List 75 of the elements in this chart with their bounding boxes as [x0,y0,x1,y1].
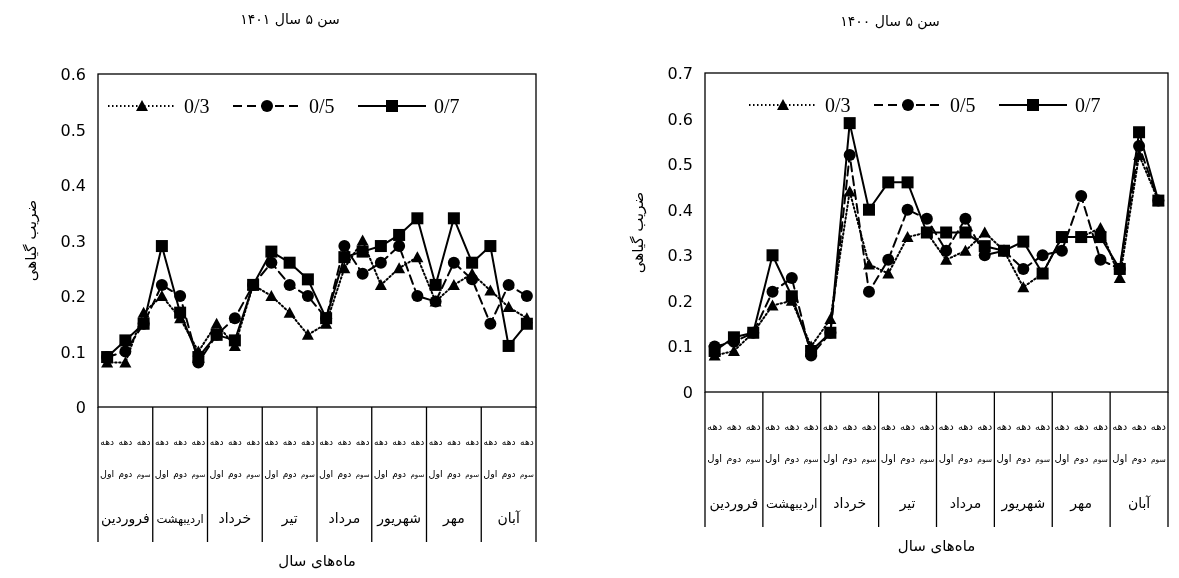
y-tick-label: 0.1 [667,337,693,357]
y-tick-label: 0.1 [60,342,86,362]
category-label: دهه دوم [173,437,188,479]
legend-label: 0/3 [184,95,210,117]
category-label: دهه دوم [446,437,461,479]
category-label: دهه دوم [784,421,800,464]
y-tick-label: 0.6 [667,109,693,129]
legend-label: 0/7 [1075,94,1101,116]
category-label: دهه اول [319,437,334,479]
y-tick-label: 0.5 [667,155,693,175]
y-tick-label: 0.7 [667,64,693,83]
category-label: دهه دوم [1131,421,1147,464]
legend-label: 0/5 [309,95,335,117]
category-label: دهه اول [264,437,279,479]
legend-label: 0/7 [434,95,460,117]
text: آبان [1127,495,1152,511]
category-label: دهه دوم [726,421,742,464]
category-label: دهه دوم [227,437,242,479]
y-tick-label: 0.2 [667,291,693,311]
chart-title: سن ۵ سال ۱۴۰۰ [840,13,940,30]
y-tick-label: 0 [75,398,86,417]
text: مرداد [328,510,361,527]
category-label: دهه اول [209,437,224,479]
y-axis-title: ضریب گیاهی [629,191,647,274]
text: اردیبهشت [156,512,204,527]
text: مهر [1069,495,1093,512]
y-tick-label: 0.5 [60,120,86,140]
text: تیر [280,510,298,527]
category-label: دهه دوم [1015,421,1031,464]
y-tick-label: 0.4 [667,200,693,220]
legend-label: 0/3 [825,94,851,116]
legend-label: 0/5 [950,94,976,116]
category-label: دهه اول [1112,421,1128,464]
category-label: دهه دوم [900,421,916,464]
category-label: دهه اول [707,421,723,464]
category-label: دهه اول [822,421,838,464]
category-label: دهه دوم [957,421,973,464]
category-label: دهه اول [996,421,1012,464]
text: فروردین [101,510,150,527]
category-label: دهه اول [100,437,115,479]
category-label: دهه اول [764,421,781,464]
category-label: دهه دوم [337,437,352,479]
chart-title: سن ۵ سال ۱۴۰۱ [240,11,340,28]
category-label: دهه اول [938,421,954,464]
category-label: دهه دوم [1073,421,1089,464]
x-axis-title: ماه‌های سال [897,537,976,555]
category-label: دهه دوم [282,437,297,479]
category-label: دهه دوم [842,421,858,464]
text: شهریور [376,510,422,527]
category-label: دهه اول [880,421,896,464]
text: فروردین [709,495,759,512]
category-label: دهه اول [1054,421,1070,464]
text: اردیبهشت [766,496,818,512]
y-tick-label: 0.3 [667,246,693,266]
y-tick-label: 0.3 [60,231,86,251]
category-label: دهه اول [373,437,388,479]
text: خرداد [218,510,252,527]
y-tick-label: 0.6 [60,65,86,84]
text: خرداد [833,495,867,512]
text: آبان [497,510,521,526]
text: شهریور [1000,495,1046,512]
category-label: دهه اول [483,437,498,479]
y-tick-label: 0 [682,383,693,402]
category-label: دهه اول [428,437,443,479]
category-label: دهه اول [154,437,169,479]
x-axis-title: ماه‌های سال [278,552,356,570]
y-tick-label: 0.2 [60,287,86,306]
category-label: دهه دوم [118,437,133,479]
y-tick-label: 0.4 [60,176,86,195]
text: مرداد [949,495,982,512]
text: تیر [898,495,916,512]
y-axis-title: ضریب گیاهی [22,199,40,282]
text: مهر [442,510,465,527]
category-label: دهه دوم [501,437,516,479]
category-label: دهه دوم [392,437,407,479]
